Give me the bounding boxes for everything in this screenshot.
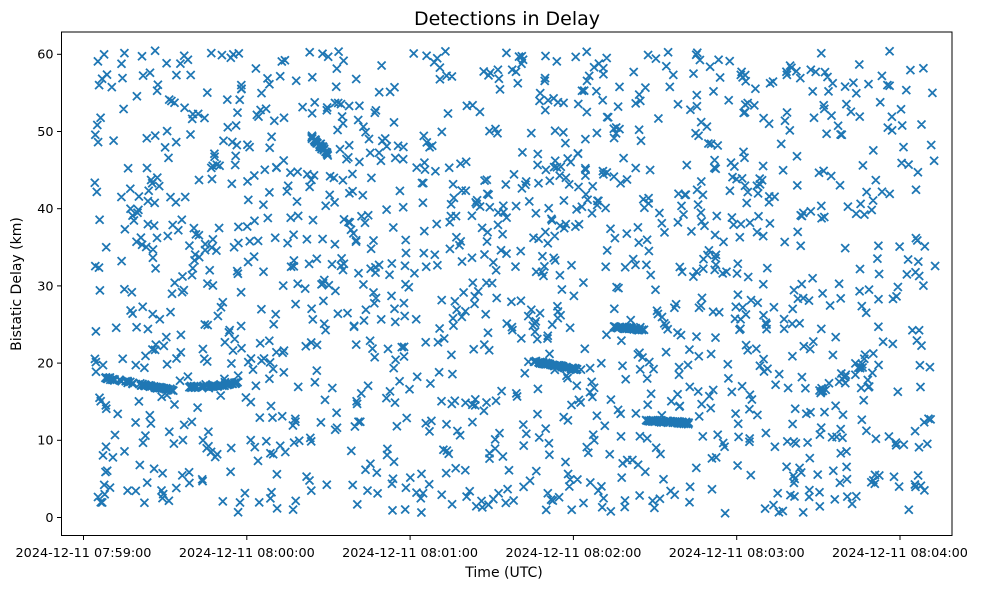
axes-frame — [61, 31, 953, 536]
y-tick-label: 40 — [37, 202, 53, 217]
x-axis-label: Time (UTC) — [464, 565, 542, 581]
y-tick-label: 60 — [37, 48, 53, 63]
x-tick-label: 2024-12-11 07:59:00 — [16, 546, 152, 561]
y-tick-label: 0 — [45, 511, 53, 526]
y-tick-label: 50 — [37, 125, 53, 140]
x-tick-label: 2024-12-11 08:02:00 — [505, 546, 641, 561]
axes-layer: 2024-12-11 07:59:00 2024-12-11 08:00:00 20… — [16, 31, 968, 561]
scatter-points — [90, 46, 940, 518]
chart-title: Detections in Delay — [414, 8, 600, 30]
y-tick-label: 10 — [37, 434, 53, 449]
y-tick-label: 30 — [37, 279, 53, 294]
x-tick-label: 2024-12-11 08:04:00 — [832, 546, 968, 561]
y-axis-label: Bistatic Delay (km) — [9, 217, 25, 351]
x-tick-label: 2024-12-11 08:00:00 — [179, 546, 315, 561]
x-tick-label: 2024-12-11 08:03:00 — [669, 546, 805, 561]
x-tick-label: 2024-12-11 08:01:00 — [342, 546, 478, 561]
y-tick-label: 20 — [37, 357, 53, 372]
